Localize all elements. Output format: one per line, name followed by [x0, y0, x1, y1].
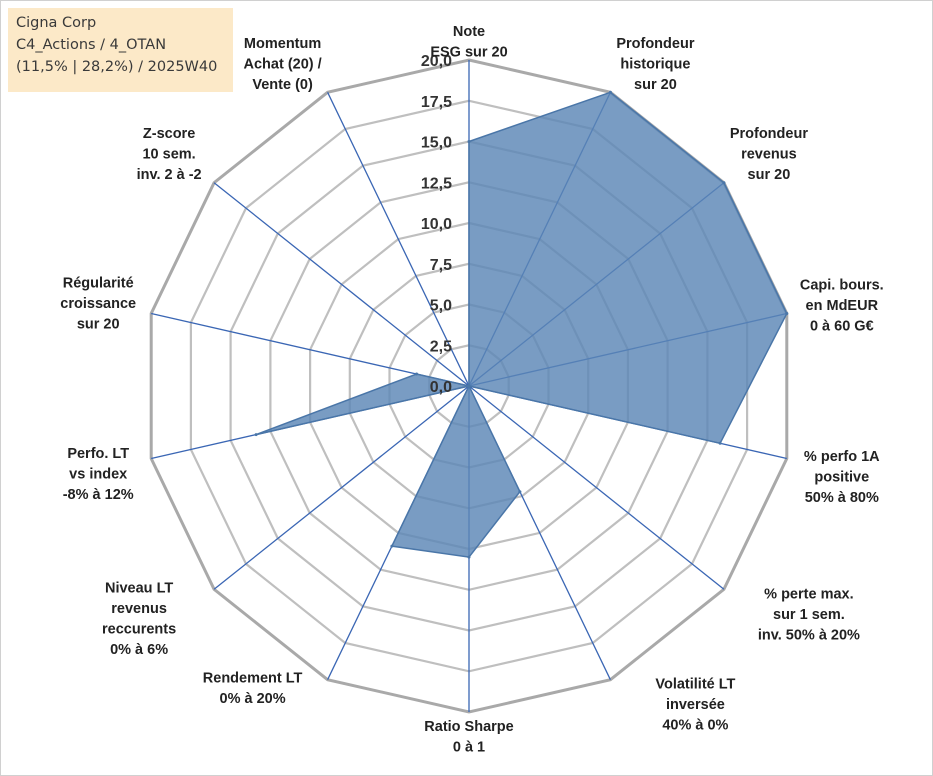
data-point	[518, 490, 522, 494]
info-box: Cigna Corp C4_Actions / 4_OTAN (11,5% | …	[8, 8, 233, 92]
axis-label: % perte max. sur 1 sem. inv. 50% à 20%	[758, 586, 860, 643]
axis-label-line: 40% à 0%	[662, 718, 728, 734]
axis-spoke	[213, 182, 470, 387]
performance-stats: (11,5% | 28,2%) / 2025W40	[16, 59, 218, 75]
axis-label-line: Profondeur	[730, 126, 808, 142]
axis-label-line: 0% à 6%	[110, 642, 168, 658]
axis-spoke	[468, 385, 725, 590]
axis-label: Niveau LT revenus reccurents 0% à 6%	[102, 580, 176, 658]
axis-label-line: sur 20	[748, 167, 791, 183]
axis-label: Momentum Achat (20) / Vente (0)	[244, 36, 322, 93]
axis-label-line: vs index	[69, 466, 127, 482]
series-area	[255, 91, 788, 558]
axis-label-line: Perfo. LT	[67, 446, 129, 462]
data-point	[722, 181, 726, 185]
tick-label: 7,5	[430, 257, 452, 274]
axis-label-line: 0% à 20%	[220, 691, 286, 707]
axis-label-line: % perfo 1A	[804, 449, 880, 465]
axis-label-line: Vente (0)	[252, 77, 313, 93]
axis-label-line: reccurents	[102, 621, 176, 637]
axis-label-line: ESG sur 20	[430, 45, 507, 61]
axis-label: Z-score 10 sem. inv. 2 à -2	[137, 126, 202, 183]
tick-label: 0,0	[430, 379, 452, 396]
axis-label: Profondeur historique sur 20	[616, 36, 694, 93]
axis-spoke	[213, 385, 470, 590]
axis-label-line: sur 20	[77, 317, 120, 333]
data-point	[467, 384, 471, 388]
axis-label-line: Ratio Sharpe	[424, 719, 513, 735]
axis-label-line: en MdEUR	[806, 298, 879, 314]
axis-label-line: Momentum	[244, 36, 321, 52]
radial-tick-labels: 0,0 2,5 5,0 7,5 10,0 12,5 15,0 17,5 20,0	[421, 53, 452, 396]
data-point	[467, 140, 471, 143]
data-area	[254, 90, 789, 559]
axis-label: Profondeur revenus sur 20	[730, 126, 808, 183]
tick-label: 17,5	[421, 94, 452, 111]
axis-label-line: inversée	[666, 697, 725, 713]
axis-label-line: Profondeur	[616, 36, 694, 52]
data-point	[608, 90, 612, 94]
axis-label-line: inv. 2 à -2	[137, 167, 202, 183]
tick-label: 15,0	[421, 135, 452, 152]
portfolio-label: C4_Actions / 4_OTAN	[16, 37, 167, 53]
tick-label: 5,0	[430, 298, 452, 315]
axis-label: Volatilité LT inversée 40% à 0%	[655, 677, 735, 734]
tick-label: 2,5	[430, 338, 452, 355]
axis-label-line: Z-score	[143, 126, 195, 142]
axis-label-line: sur 20	[634, 77, 677, 93]
data-point	[390, 544, 394, 548]
axis-label: Ratio Sharpe 0 à 1	[424, 719, 513, 756]
tick-label: 20,0	[421, 53, 452, 70]
axis-spoke	[327, 92, 470, 387]
tick-label: 12,5	[421, 175, 452, 192]
axis-label-line: historique	[620, 56, 690, 72]
data-point	[467, 555, 471, 559]
axis-label: Note ESG sur 20	[430, 24, 507, 61]
axis-label-line: revenus	[741, 147, 797, 163]
axis-label: Rendement LT 0% à 20%	[203, 671, 303, 708]
axis-label: Capi. bours. en MdEUR 0 à 60 G€	[800, 278, 884, 335]
tick-label: 10,0	[421, 216, 452, 233]
company-name: Cigna Corp	[16, 15, 97, 31]
axis-label-line: inv. 50% à 20%	[758, 627, 860, 643]
axis-label-line: Volatilité LT	[655, 677, 735, 693]
axis-labels: Note ESG sur 20 Profondeur historique sur 20…	[60, 24, 883, 756]
axis-label-line: Niveau LT	[105, 580, 173, 596]
axis-label-line: Rendement LT	[203, 671, 303, 687]
axis-label-line: Achat (20) /	[244, 56, 322, 72]
axis-label-line: Note	[453, 24, 485, 40]
axis-label-line: revenus	[111, 601, 167, 617]
data-point	[415, 372, 419, 376]
data-point	[254, 433, 258, 437]
axis-label-line: 0 à 1	[453, 740, 485, 756]
axis-label-line: 0 à 60 G€	[810, 319, 874, 335]
axis-label-line: Capi. bours.	[800, 278, 884, 294]
axis-label: % perfo 1A positive 50% à 80%	[804, 449, 880, 506]
axis-label-line: Régularité	[63, 276, 134, 292]
axis-label-line: % perte max.	[764, 586, 853, 602]
axis-label-line: 50% à 80%	[805, 490, 879, 506]
data-point	[785, 312, 789, 315]
axis-label-line: -8% à 12%	[63, 487, 134, 503]
axis-label: Régularité croissance sur 20	[60, 276, 136, 333]
axis-label-line: 10 sem.	[142, 147, 195, 163]
axis-label-line: positive	[814, 469, 869, 485]
axis-label: Perfo. LT vs index -8% à 12%	[63, 446, 134, 503]
axis-label-line: croissance	[60, 296, 136, 312]
axis-label-line: sur 1 sem.	[773, 607, 845, 623]
data-point	[718, 441, 722, 445]
